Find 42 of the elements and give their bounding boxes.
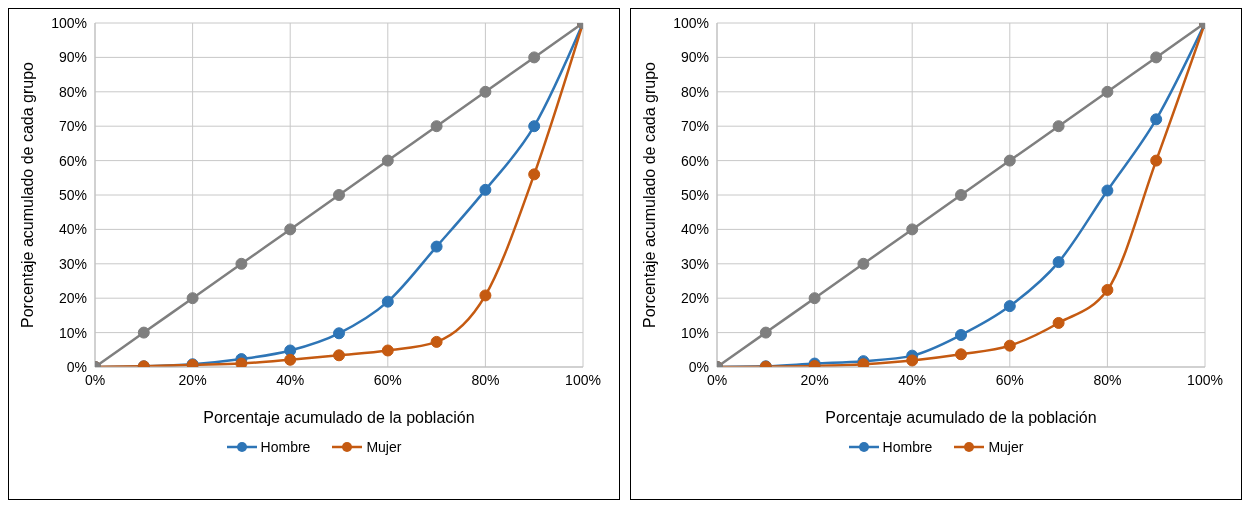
y-tick-label: 100% (51, 14, 87, 31)
x-tick-label: 40% (276, 371, 305, 388)
y-tick-label: 70% (58, 118, 87, 135)
y-tick-label: 60% (680, 152, 709, 169)
x-tick-label: 40% (898, 371, 927, 388)
y-tick-label: 50% (680, 186, 709, 203)
y-tick-label: 70% (680, 118, 709, 135)
x-axis-title: Porcentaje acumulado de la población (825, 409, 1097, 426)
y-tick-label: 20% (58, 290, 87, 307)
y-tick-label: 10% (680, 324, 709, 341)
x-tick-label: 80% (471, 371, 500, 388)
y-tick-label: 50% (58, 186, 87, 203)
y-tick-label: 0% (66, 358, 87, 375)
legend-label: Mujer (988, 439, 1024, 455)
y-tick-label: 90% (58, 49, 87, 66)
x-tick-label: 0% (706, 371, 728, 388)
y-tick-label: 40% (58, 221, 87, 238)
legend-label: Mujer (366, 439, 402, 455)
x-tick-label: 0% (84, 371, 106, 388)
y-tick-label: 60% (58, 152, 87, 169)
y-tick-label: 0% (688, 358, 709, 375)
x-tick-label: 20% (800, 371, 829, 388)
x-axis-title: Porcentaje acumulado de la población (203, 409, 475, 426)
x-tick-label: 100% (1187, 371, 1223, 388)
x-tick-label: 60% (995, 371, 1024, 388)
y-tick-label: 100% (673, 14, 709, 31)
y-tick-label: 10% (58, 324, 87, 341)
y-tick-label: 90% (680, 49, 709, 66)
legend-label: Hombre (882, 439, 933, 455)
y-axis-title: Porcentaje acumulado de cada grupo (18, 61, 36, 328)
x-tick-label: 80% (1093, 371, 1122, 388)
y-axis-title: Porcentaje acumulado de cada grupo (640, 61, 658, 328)
legend-label: Hombre (260, 439, 311, 455)
x-tick-label: 20% (178, 371, 207, 388)
y-tick-label: 30% (680, 255, 709, 272)
y-tick-label: 80% (58, 83, 87, 100)
y-tick-label: 80% (680, 83, 709, 100)
x-tick-label: 100% (565, 371, 601, 388)
y-tick-label: 20% (680, 290, 709, 307)
y-tick-label: 30% (58, 255, 87, 272)
x-tick-label: 60% (373, 371, 402, 388)
y-tick-label: 40% (680, 221, 709, 238)
